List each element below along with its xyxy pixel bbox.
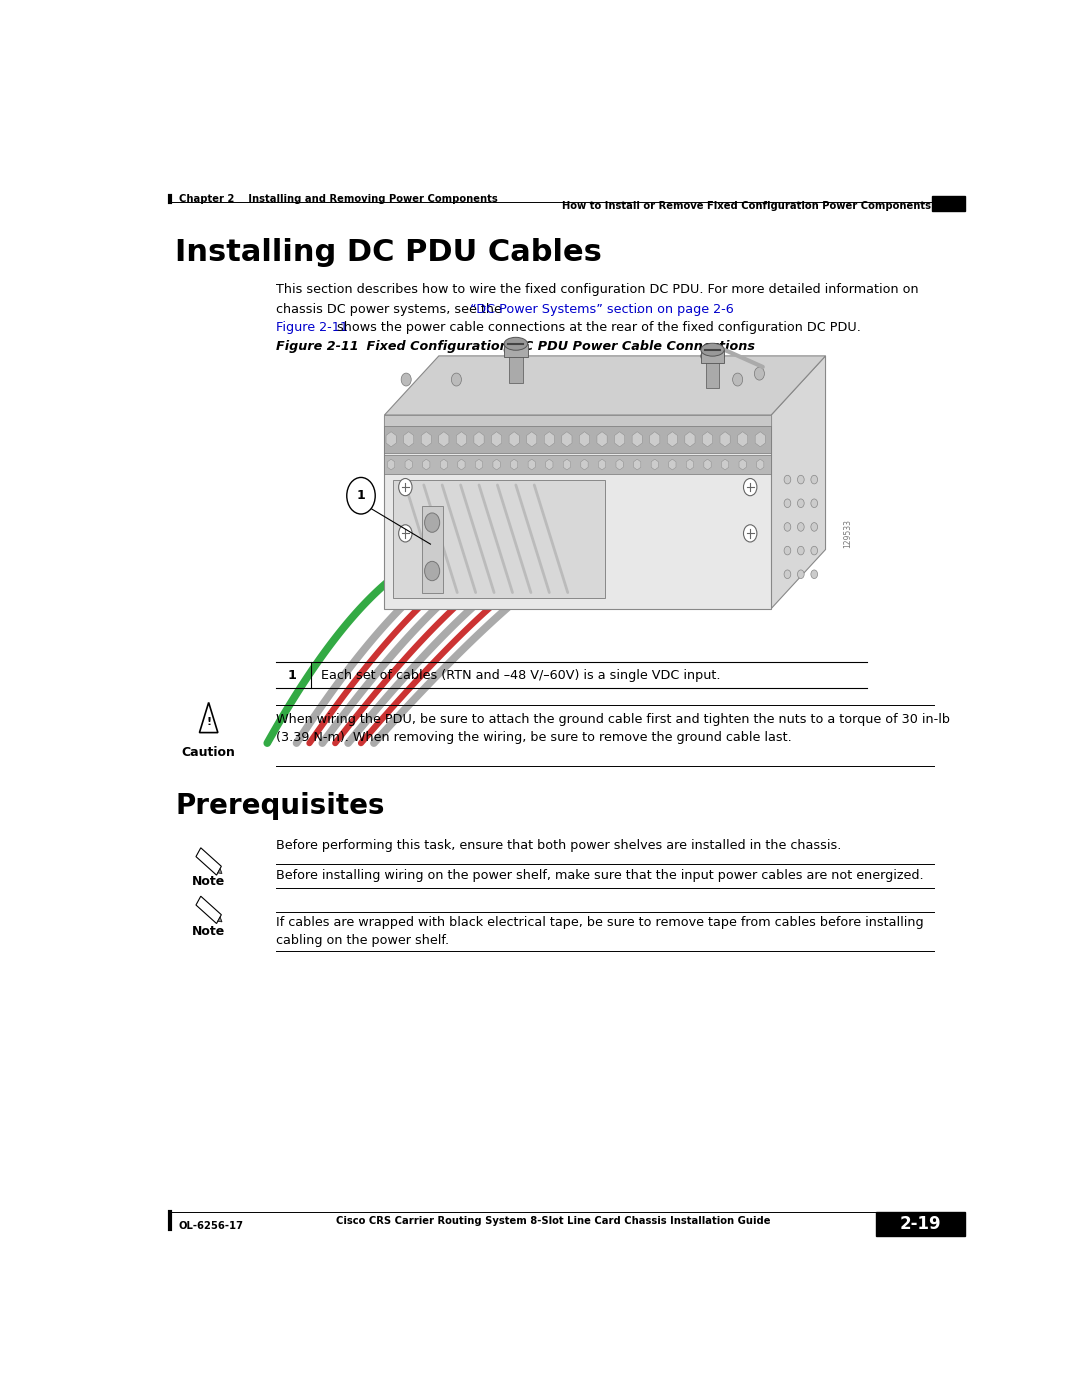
Text: Installing DC PDU Cables: Installing DC PDU Cables bbox=[175, 237, 602, 267]
Text: shows the power cable connections at the rear of the fixed configuration DC PDU.: shows the power cable connections at the… bbox=[333, 321, 861, 334]
Polygon shape bbox=[195, 897, 221, 923]
Text: .: . bbox=[635, 303, 639, 316]
Circle shape bbox=[797, 475, 805, 483]
Text: When wiring the PDU, be sure to attach the ground cable first and tighten the nu: When wiring the PDU, be sure to attach t… bbox=[275, 712, 949, 745]
Text: 2-19: 2-19 bbox=[900, 1215, 941, 1234]
Bar bbox=[876, 1213, 966, 1236]
Bar bbox=[384, 455, 771, 474]
Text: “DC Power Systems” section on page 2-6: “DC Power Systems” section on page 2-6 bbox=[470, 303, 733, 316]
Ellipse shape bbox=[701, 344, 725, 356]
Polygon shape bbox=[384, 356, 825, 415]
Text: Prerequisites: Prerequisites bbox=[175, 792, 384, 820]
Circle shape bbox=[797, 522, 805, 531]
Circle shape bbox=[811, 570, 818, 578]
Text: 1: 1 bbox=[287, 669, 296, 682]
Circle shape bbox=[401, 373, 411, 386]
Text: Figure 2-11: Figure 2-11 bbox=[275, 339, 359, 353]
Circle shape bbox=[743, 525, 757, 542]
Polygon shape bbox=[195, 848, 221, 875]
Circle shape bbox=[399, 479, 413, 496]
Circle shape bbox=[347, 478, 375, 514]
Bar bbox=[393, 479, 606, 598]
Circle shape bbox=[451, 373, 461, 386]
Circle shape bbox=[424, 562, 440, 581]
Text: Before performing this task, ensure that both power shelves are installed in the: Before performing this task, ensure that… bbox=[275, 838, 841, 852]
Text: chassis DC power systems, see the: chassis DC power systems, see the bbox=[275, 303, 510, 316]
Text: 1: 1 bbox=[356, 489, 365, 503]
Text: OL-6256-17: OL-6256-17 bbox=[178, 1221, 243, 1231]
Text: Figure 2-11: Figure 2-11 bbox=[275, 321, 348, 334]
Text: Note: Note bbox=[192, 925, 226, 937]
Text: Chapter 2    Installing and Removing Power Components: Chapter 2 Installing and Removing Power … bbox=[178, 194, 497, 204]
Circle shape bbox=[811, 522, 818, 531]
Text: This section describes how to wire the fixed configuration DC PDU. For more deta: This section describes how to wire the f… bbox=[275, 282, 918, 296]
Circle shape bbox=[797, 499, 805, 507]
Text: How to Install or Remove Fixed Configuration Power Components: How to Install or Remove Fixed Configura… bbox=[562, 201, 931, 211]
Circle shape bbox=[754, 367, 765, 380]
Circle shape bbox=[732, 373, 743, 386]
Text: !: ! bbox=[206, 717, 212, 726]
Circle shape bbox=[399, 525, 413, 542]
Polygon shape bbox=[384, 415, 771, 609]
Text: 129533: 129533 bbox=[843, 518, 852, 548]
Polygon shape bbox=[771, 356, 825, 609]
Bar bbox=[504, 344, 527, 356]
Circle shape bbox=[784, 499, 791, 507]
Text: Before installing wiring on the power shelf, make sure that the input power cabl: Before installing wiring on the power sh… bbox=[275, 869, 923, 883]
Polygon shape bbox=[218, 869, 222, 873]
Text: Fixed Configuration DC PDU Power Cable Connections: Fixed Configuration DC PDU Power Cable C… bbox=[345, 339, 755, 353]
Text: If cables are wrapped with black electrical tape, be sure to remove tape from ca: If cables are wrapped with black electri… bbox=[275, 916, 923, 947]
Bar bbox=[706, 356, 719, 388]
Ellipse shape bbox=[504, 337, 527, 351]
Bar bbox=[509, 351, 523, 383]
Text: Each set of cables (RTN and –48 V/–60V) is a single VDC input.: Each set of cables (RTN and –48 V/–60V) … bbox=[321, 669, 720, 682]
Bar bbox=[384, 426, 771, 453]
Bar bbox=[932, 196, 966, 211]
Ellipse shape bbox=[504, 344, 527, 356]
Bar bbox=[422, 507, 443, 592]
Circle shape bbox=[811, 546, 818, 555]
Circle shape bbox=[784, 570, 791, 578]
Circle shape bbox=[797, 546, 805, 555]
Circle shape bbox=[797, 570, 805, 578]
Circle shape bbox=[743, 479, 757, 496]
Circle shape bbox=[784, 522, 791, 531]
Circle shape bbox=[784, 475, 791, 483]
Text: Note: Note bbox=[192, 876, 226, 888]
Text: Cisco CRS Carrier Routing System 8-Slot Line Card Chassis Installation Guide: Cisco CRS Carrier Routing System 8-Slot … bbox=[336, 1215, 771, 1225]
Circle shape bbox=[784, 546, 791, 555]
Text: Caution: Caution bbox=[181, 746, 235, 759]
Polygon shape bbox=[218, 916, 222, 922]
Bar bbox=[701, 349, 725, 363]
Circle shape bbox=[811, 499, 818, 507]
Ellipse shape bbox=[701, 349, 725, 363]
Circle shape bbox=[424, 513, 440, 532]
Polygon shape bbox=[200, 703, 218, 732]
Bar bbox=[384, 415, 771, 437]
Circle shape bbox=[811, 475, 818, 483]
